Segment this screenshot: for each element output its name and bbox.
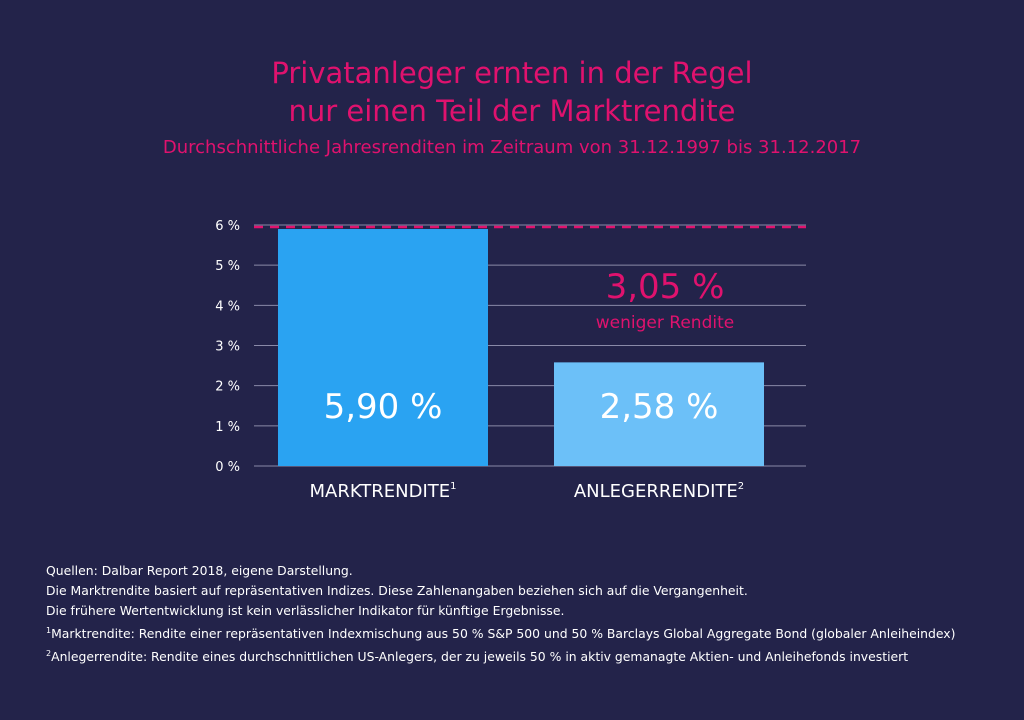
- chart-title: Privatanleger ernten in der Regel nur ei…: [0, 54, 1024, 130]
- bar-chart: 0 % 1 % 2 % 3 % 4 % 5 % 6 % 5,90 % 2,58 % MARKT…: [215, 219, 806, 502]
- footnote-1-text: Marktrendite: Rendite einer repräsentati…: [51, 626, 956, 642]
- chart-subtitle: Durchschnittliche Jahresrenditen im Zeit…: [162, 137, 862, 158]
- bar-value-label: 5,90 %: [324, 387, 443, 427]
- y-tick-label: 4 %: [215, 299, 240, 314]
- y-tick-label: 5 %: [215, 259, 240, 274]
- y-tick-label: 0 %: [215, 460, 240, 475]
- bar-value-label: 2,58 %: [600, 387, 719, 427]
- footnote-2: 2Anlegerrendite: Rendite eines durchschn…: [46, 644, 955, 667]
- chart-title-line-2: nur einen Teil der Marktrendite: [288, 94, 736, 128]
- footnote-2-mark: 2: [46, 649, 52, 659]
- annotation-text: weniger Rendite: [596, 313, 734, 333]
- category-label: ANLEGERRENDITE2: [574, 481, 744, 502]
- category-superscript: 2: [738, 481, 744, 492]
- footnotes: Quellen: Dalbar Report 2018, eigene Dars…: [46, 561, 955, 667]
- footnote-index-basis: Die Marktrendite basiert auf repräsentat…: [46, 583, 748, 598]
- footnote-disclaimer: Die frühere Wertentwicklung ist kein ver…: [46, 603, 565, 618]
- bar-marktrendite: [278, 229, 488, 466]
- annotation-value: 3,05 %: [606, 267, 725, 307]
- footnote-sources: Quellen: Dalbar Report 2018, eigene Dars…: [46, 563, 353, 578]
- y-tick-label: 1 %: [215, 420, 240, 435]
- footnote-1-mark: 1: [46, 626, 52, 635]
- category-superscript: 1: [450, 481, 456, 492]
- bar-anlegerrendite: [554, 362, 764, 466]
- footnote-2-text: Anlegerrendite: Rendite eines durchschni…: [51, 649, 909, 665]
- y-tick-label: 2 %: [215, 380, 240, 395]
- category-label: MARKTRENDITE1: [309, 481, 456, 502]
- y-axis-tick-labels: 0 % 1 % 2 % 3 % 4 % 5 % 6 %: [215, 219, 240, 475]
- bars: [278, 229, 764, 466]
- y-tick-label: 3 %: [215, 340, 240, 355]
- chart-title-line-1: Privatanleger ernten in der Regel: [271, 56, 753, 90]
- y-tick-label: 6 %: [215, 219, 240, 234]
- value-labels: 5,90 % 2,58 %: [324, 387, 719, 427]
- footnote-1: 1Marktrendite: Rendite einer repräsentat…: [46, 621, 955, 644]
- difference-annotation: 3,05 % weniger Rendite: [596, 267, 734, 333]
- category-labels: MARKTRENDITE1 ANLEGERRENDITE2: [309, 481, 744, 502]
